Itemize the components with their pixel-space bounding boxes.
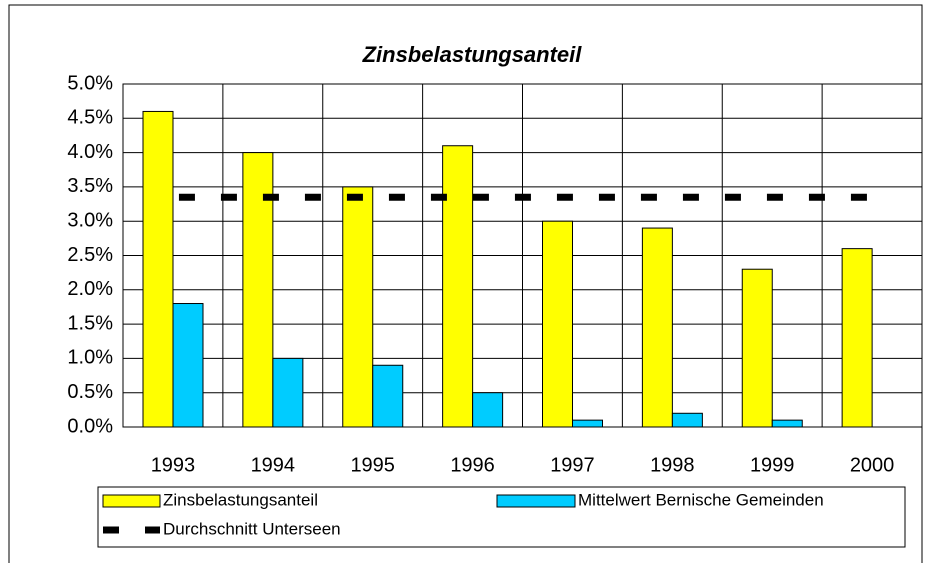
y-tick-label: 3.5% <box>67 175 113 197</box>
bar <box>641 227 673 428</box>
legend-label: Mittelwert Bernische Gemeinden <box>578 490 824 509</box>
bar <box>442 145 474 428</box>
x-tick-label: 2000 <box>850 454 895 476</box>
bar <box>142 110 174 428</box>
x-tick-label: 1993 <box>151 454 196 476</box>
y-tick-label: 5.0% <box>67 72 113 94</box>
legend-swatch <box>102 494 161 508</box>
legend-label: Zinsbelastungsanteil <box>163 490 318 509</box>
x-tick-label: 1999 <box>750 454 795 476</box>
y-tick-label: 2.5% <box>67 244 113 266</box>
bar <box>771 419 803 428</box>
bar <box>372 364 404 428</box>
bar <box>342 186 374 428</box>
x-tick-label: 1997 <box>550 454 595 476</box>
y-tick-label: 2.0% <box>67 278 113 300</box>
bar <box>841 248 873 428</box>
legend-label: Durchschnitt Unterseen <box>163 519 341 538</box>
x-tick-label: 1994 <box>251 454 296 476</box>
y-tick-label: 0.0% <box>67 415 113 437</box>
y-tick-label: 1.5% <box>67 312 113 334</box>
bar <box>572 419 603 428</box>
x-tick-label: 1996 <box>450 454 495 476</box>
bar <box>741 268 773 428</box>
plot-frame <box>122 83 923 428</box>
bar <box>542 220 573 428</box>
legend-swatch <box>496 494 576 508</box>
y-tick-label: 4.5% <box>67 107 113 129</box>
x-tick-label: 1998 <box>650 454 695 476</box>
chart-title: Zinsbelastungsanteil <box>362 42 583 67</box>
y-tick-label: 4.0% <box>67 141 113 163</box>
y-tick-label: 3.0% <box>67 209 113 231</box>
bar <box>172 303 204 428</box>
y-tick-label: 0.5% <box>67 381 113 403</box>
x-tick-label: 1995 <box>350 454 395 476</box>
bar <box>272 357 304 428</box>
y-tick-label: 1.0% <box>67 347 113 369</box>
bar <box>472 392 504 428</box>
bar <box>671 412 703 428</box>
